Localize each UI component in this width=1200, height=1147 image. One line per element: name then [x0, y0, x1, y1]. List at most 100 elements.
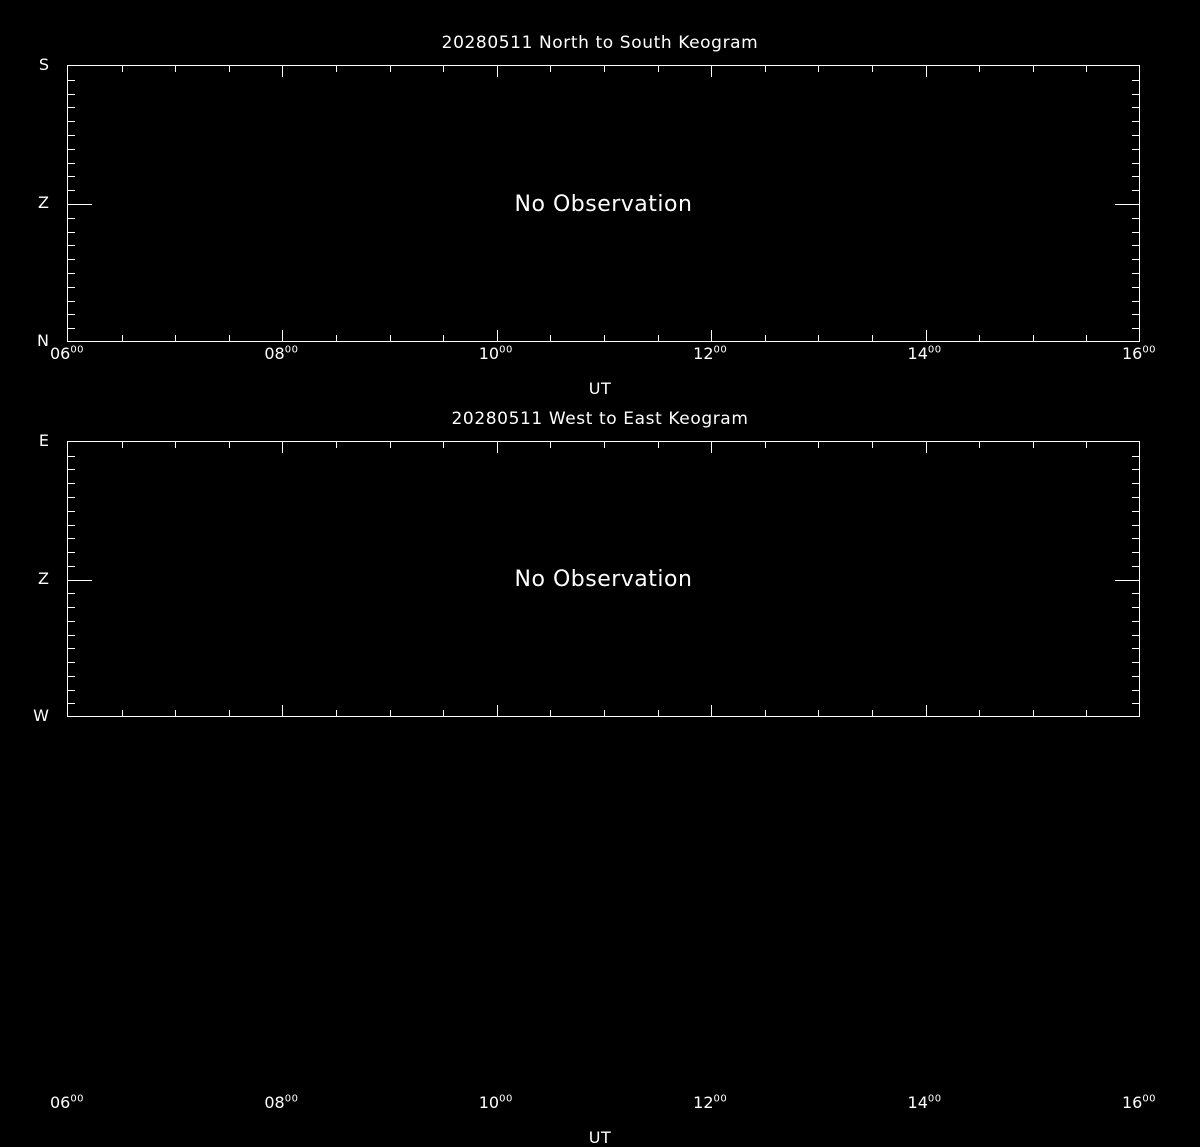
y-axis-tick: [1132, 635, 1139, 636]
y-axis-tick: [68, 566, 75, 567]
x-tick-hour: 08: [264, 344, 285, 363]
x-tick-hour: 16: [1121, 344, 1143, 363]
x-axis-tick: [550, 442, 551, 448]
west-east-x-axis-labels: 0600 0800 1000 1200 1400 1600: [0, 1093, 1200, 1119]
y-axis-tick-label: N: [37, 331, 49, 350]
y-axis-tick-label: S: [38, 55, 49, 74]
x-axis-tick: [550, 710, 551, 716]
x-axis-tick: [336, 66, 337, 72]
x-axis-tick: [443, 710, 444, 716]
y-axis-tick: [1132, 566, 1139, 567]
x-tick-hour: 06: [49, 344, 71, 363]
x-axis-tick: [658, 710, 659, 716]
x-axis-tick: [122, 710, 123, 716]
y-axis-tick: [68, 593, 75, 594]
x-tick-minutes: 00: [1142, 344, 1157, 356]
x-axis-tick: [443, 335, 444, 341]
y-axis-tick: [68, 94, 75, 95]
x-axis-tick: [979, 66, 980, 72]
y-axis-tick: [1132, 648, 1139, 649]
x-axis-tick: [175, 335, 176, 341]
x-axis-tick: [390, 335, 391, 341]
x-axis-tick: [550, 66, 551, 72]
y-axis-tick: [1132, 232, 1139, 233]
x-tick-hour: 12: [693, 1093, 714, 1112]
north-south-keogram-panel: 20280511 North to South Keogram No Obser…: [0, 0, 1200, 400]
y-axis-tick: [1132, 301, 1139, 302]
x-axis-tick: [1033, 66, 1034, 72]
y-axis-tick: [68, 690, 75, 691]
y-axis-tick: [68, 511, 75, 512]
y-axis-tick: [68, 107, 75, 108]
x-axis-tick: [175, 442, 176, 448]
y-axis-tick: [1132, 676, 1139, 677]
x-tick-hour: 10: [478, 1093, 500, 1112]
y-axis-tick: [1132, 163, 1139, 164]
x-axis-tick: [1033, 335, 1034, 341]
x-axis-tick: [979, 335, 980, 341]
x-axis-tick: [658, 335, 659, 341]
y-axis-tick: [68, 469, 75, 470]
x-axis-tick: [336, 335, 337, 341]
x-axis-tick: [979, 710, 980, 716]
y-axis-tick: [1132, 662, 1139, 663]
x-axis-tick: [1033, 442, 1034, 448]
y-axis-tick: [1132, 497, 1139, 498]
y-axis-tick: [1132, 273, 1139, 274]
x-axis-tick: [872, 335, 873, 341]
x-axis-tick: [765, 66, 766, 72]
west-east-x-axis-title: UT: [588, 1128, 612, 1147]
y-axis-tick: [68, 135, 75, 136]
x-axis-tick: [390, 710, 391, 716]
x-axis-tick: [711, 705, 712, 716]
x-axis-tick-label: 1000: [478, 1093, 513, 1112]
y-axis-tick: [1115, 204, 1139, 205]
x-axis-tick: [711, 66, 712, 77]
west-east-plot-title: 20280511 West to East Keogram: [451, 409, 749, 429]
north-south-plot-area: No Observation: [67, 65, 1140, 342]
x-axis-tick: [818, 442, 819, 448]
y-axis-tick: [1132, 703, 1139, 704]
y-axis-tick-label: E: [38, 431, 49, 450]
y-axis-tick: [68, 273, 75, 274]
x-tick-minutes: 00: [284, 344, 299, 356]
x-axis-tick: [497, 705, 498, 716]
x-axis-tick: [926, 442, 927, 453]
y-axis-tick: [68, 245, 75, 246]
x-tick-minutes: 00: [70, 1093, 85, 1105]
y-axis-tick: [1132, 607, 1139, 608]
x-tick-hour: 06: [49, 1093, 71, 1112]
x-axis-tick: [979, 442, 980, 448]
x-axis-tick-label: 0800: [264, 1094, 298, 1111]
y-axis-tick: [68, 456, 75, 457]
y-axis-tick: [1132, 314, 1139, 315]
west-east-keogram-panel: 20280511 West to East Keogram No Observa…: [0, 375, 1200, 1147]
y-axis-tick: [68, 497, 75, 498]
x-axis-tick-label: 0600: [49, 344, 84, 363]
x-axis-tick: [390, 442, 391, 448]
x-axis-tick-label: 1200: [693, 1093, 727, 1112]
y-axis-tick: [1132, 469, 1139, 470]
x-tick-minutes: 00: [499, 344, 513, 356]
x-axis-tick: [1086, 66, 1087, 72]
y-axis-tick-label: W: [33, 706, 49, 725]
x-axis-tick: [229, 442, 230, 448]
x-tick-minutes: 00: [927, 344, 942, 356]
x-axis-tick: [336, 442, 337, 448]
north-south-x-axis-labels: 0600 0800 1000 1200 1400 1600: [0, 344, 1200, 370]
y-axis-tick: [1132, 107, 1139, 108]
x-tick-hour: 16: [1121, 1093, 1143, 1112]
x-axis-tick: [229, 66, 230, 72]
x-axis-tick-label: 1600: [1121, 344, 1157, 363]
x-axis-tick-label: 1000: [479, 344, 513, 362]
y-axis-tick: [1132, 593, 1139, 594]
x-axis-tick: [282, 442, 283, 453]
x-axis-tick: [818, 66, 819, 72]
y-axis-tick: [1132, 121, 1139, 122]
x-axis-tick: [604, 66, 605, 72]
x-axis-tick-label: 1200: [693, 345, 727, 362]
y-axis-tick: [1132, 218, 1139, 219]
x-axis-tick-label: 1400: [908, 344, 942, 362]
y-axis-tick: [1132, 552, 1139, 553]
y-axis-tick: [1132, 176, 1139, 177]
